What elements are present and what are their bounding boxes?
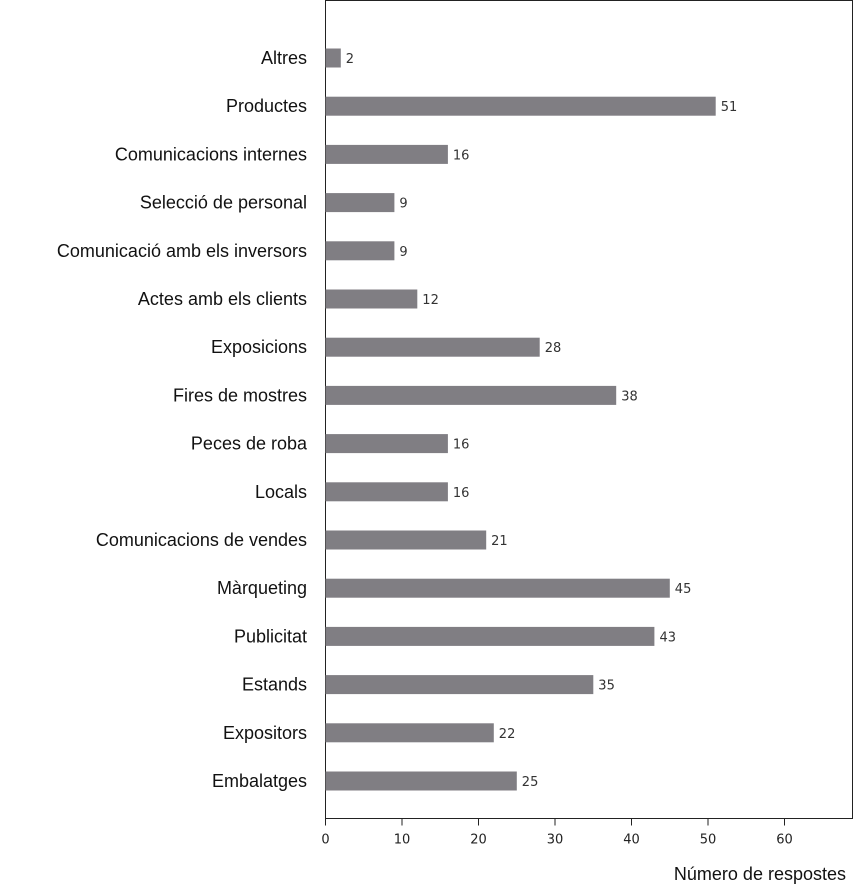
value-label: 9 xyxy=(399,197,407,212)
value-label: 35 xyxy=(598,679,615,694)
value-label: 9 xyxy=(399,245,407,260)
bar xyxy=(325,771,517,791)
category-label: Embalatges xyxy=(212,771,307,791)
bar xyxy=(325,241,395,261)
bar xyxy=(325,530,487,550)
category-label: Actes amb els clients xyxy=(138,289,307,309)
value-label: 28 xyxy=(545,341,562,356)
value-label: 16 xyxy=(453,438,470,453)
x-tick-label: 50 xyxy=(700,833,717,848)
plot-frame xyxy=(325,0,853,819)
category-label: Comunicació amb els inversors xyxy=(57,241,307,261)
category-label: Comunicacions internes xyxy=(115,144,307,164)
x-tick-label: 40 xyxy=(623,833,640,848)
category-label: Comunicacions de vendes xyxy=(96,530,307,550)
value-label: 38 xyxy=(621,389,638,404)
category-label: Exposicions xyxy=(211,337,307,357)
bar xyxy=(325,723,494,743)
x-tick-label: 30 xyxy=(547,833,564,848)
bar xyxy=(325,144,448,164)
category-label: Locals xyxy=(255,482,307,502)
category-label: Màrqueting xyxy=(217,578,307,598)
value-label: 16 xyxy=(453,148,470,163)
value-label: 16 xyxy=(453,486,470,501)
category-label: Publicitat xyxy=(234,626,307,646)
category-label: Fires de mostres xyxy=(173,385,307,405)
value-label: 21 xyxy=(491,534,508,549)
bar xyxy=(325,193,395,213)
bar xyxy=(325,385,617,405)
x-tick-label: 10 xyxy=(394,833,411,848)
bar xyxy=(325,482,448,502)
value-label: 2 xyxy=(346,52,354,67)
x-tick-label: 20 xyxy=(470,833,487,848)
value-label: 12 xyxy=(422,293,439,308)
bar xyxy=(325,48,341,68)
value-label: 25 xyxy=(522,775,539,790)
x-tick-label: 0 xyxy=(321,833,329,848)
bar xyxy=(325,675,594,695)
category-label: Productes xyxy=(226,96,307,116)
bar xyxy=(325,578,670,598)
value-label: 45 xyxy=(675,582,692,597)
x-axis-ticks: 0 10 20 30 40 50 60 xyxy=(321,818,793,848)
bar xyxy=(325,289,418,309)
category-label: Expositors xyxy=(223,723,307,743)
value-label: 22 xyxy=(499,727,516,742)
bar xyxy=(325,337,540,357)
x-tick-label: 60 xyxy=(776,833,793,848)
category-label: Peces de roba xyxy=(191,434,308,454)
value-label: 51 xyxy=(721,100,738,115)
bar xyxy=(325,434,448,454)
value-label: 43 xyxy=(660,630,677,645)
bar xyxy=(325,96,716,116)
x-axis-title: Número de respostes xyxy=(674,864,846,884)
category-label: Selecció de personal xyxy=(140,193,307,213)
bars-layer xyxy=(325,48,716,791)
labels-layer: Altres 2 Productes 51 Comunicacions internes… xyxy=(57,48,737,791)
category-label: Estands xyxy=(242,675,307,695)
bar xyxy=(325,626,655,646)
category-label: Altres xyxy=(261,48,307,68)
